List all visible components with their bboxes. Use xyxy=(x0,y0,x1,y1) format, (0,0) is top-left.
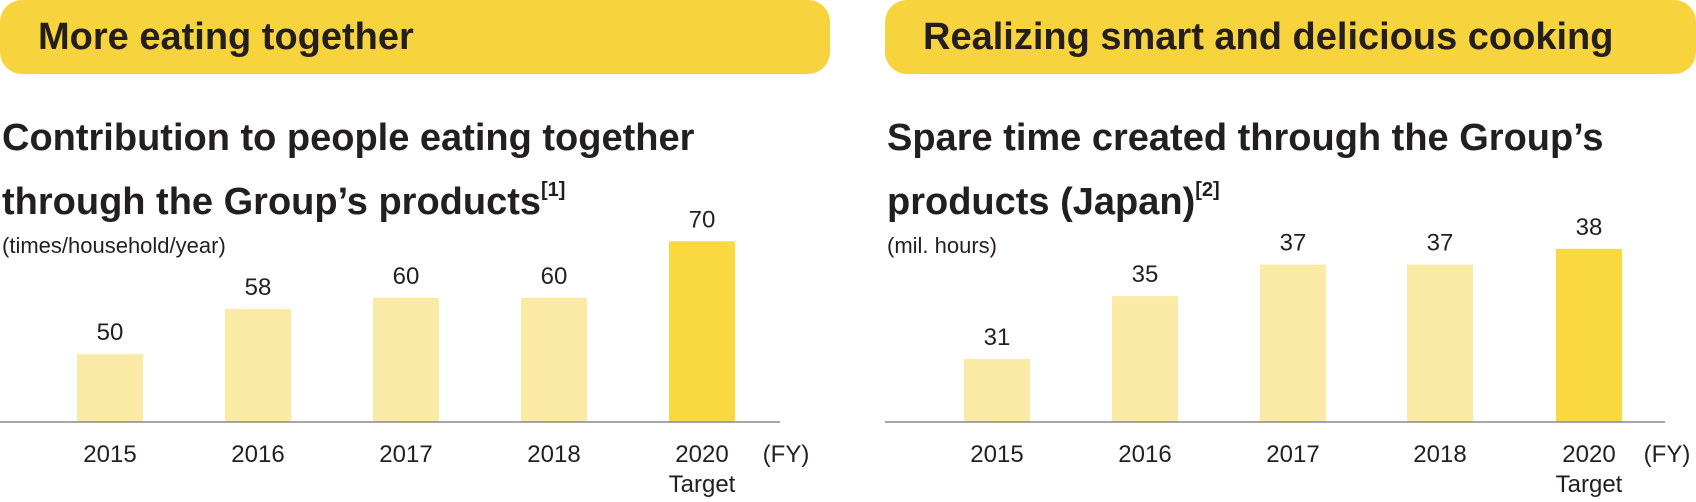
bar-2016 xyxy=(225,309,291,422)
tick-label-2018: 2018 xyxy=(527,441,580,468)
value-label-2015: 31 xyxy=(984,324,1011,351)
bar-2020 xyxy=(1556,248,1622,422)
fy-label: (FY) xyxy=(1644,441,1691,468)
value-label-2017: 60 xyxy=(393,263,420,290)
value-label-2020: 38 xyxy=(1576,214,1603,241)
value-label-2018: 60 xyxy=(541,263,568,290)
chart-eating-together: 50 2015 58 2016 60 2017 60 2018 70 2020 Target (FY) xyxy=(0,206,810,498)
tick-sublabel-2020: Target xyxy=(669,471,736,498)
bar-2020 xyxy=(669,241,735,422)
unit-label: (mil. hours) xyxy=(887,233,998,258)
bar-2016 xyxy=(1112,296,1178,422)
chart-title: Spare time created through the Group’s p… xyxy=(887,112,1687,228)
tick-label-2017: 2017 xyxy=(379,441,432,468)
bar-2018 xyxy=(521,297,587,422)
bar-2015 xyxy=(77,354,143,422)
title-line-1: Spare time created through the Group’s xyxy=(887,117,1604,159)
fy-label: (FY) xyxy=(763,441,810,468)
tick-label-2020: 2020 xyxy=(675,441,728,468)
value-label-2018: 37 xyxy=(1427,230,1454,257)
tick-label-2018: 2018 xyxy=(1413,441,1466,468)
panel-eating-together: More eating together Contribution to peo… xyxy=(0,0,830,502)
tick-label-2020: 2020 xyxy=(1562,441,1615,468)
tick-label-2015: 2015 xyxy=(83,441,136,468)
value-label-2017: 37 xyxy=(1280,230,1307,257)
value-label-2016: 35 xyxy=(1132,261,1159,288)
footnote-marker: [1] xyxy=(541,179,566,201)
chart-title: Contribution to people eating together t… xyxy=(2,112,802,228)
title-line-1: Contribution to people eating together xyxy=(2,117,695,159)
bar-2017 xyxy=(1260,264,1326,422)
bar-2018 xyxy=(1407,264,1473,422)
title-line-2: through the Group’s products xyxy=(2,181,541,223)
value-label-2015: 50 xyxy=(97,319,124,346)
panel-smart-cooking: Realizing smart and delicious cooking Sp… xyxy=(885,0,1696,502)
title-line-2: products (Japan) xyxy=(887,181,1196,223)
value-label-2016: 58 xyxy=(245,274,272,301)
tick-label-2017: 2017 xyxy=(1266,441,1319,468)
footnote-marker: [2] xyxy=(1195,179,1220,201)
banner-text: Realizing smart and delicious cooking xyxy=(923,16,1614,58)
tick-label-2016: 2016 xyxy=(231,441,284,468)
tick-label-2015: 2015 xyxy=(970,441,1023,468)
section-banner: More eating together xyxy=(0,0,830,74)
section-banner: Realizing smart and delicious cooking xyxy=(885,0,1696,74)
chart-spare-time: 31 2015 35 2016 37 2017 37 2018 38 2020 Target (FY) xyxy=(885,214,1691,498)
tick-label-2016: 2016 xyxy=(1118,441,1171,468)
tick-sublabel-2020: Target xyxy=(1556,471,1623,498)
unit-label: (times/household/year) xyxy=(2,233,226,258)
bar-2017 xyxy=(373,297,439,422)
value-label-2020: 70 xyxy=(689,206,716,233)
banner-text: More eating together xyxy=(38,16,414,58)
bar-2015 xyxy=(964,359,1030,422)
